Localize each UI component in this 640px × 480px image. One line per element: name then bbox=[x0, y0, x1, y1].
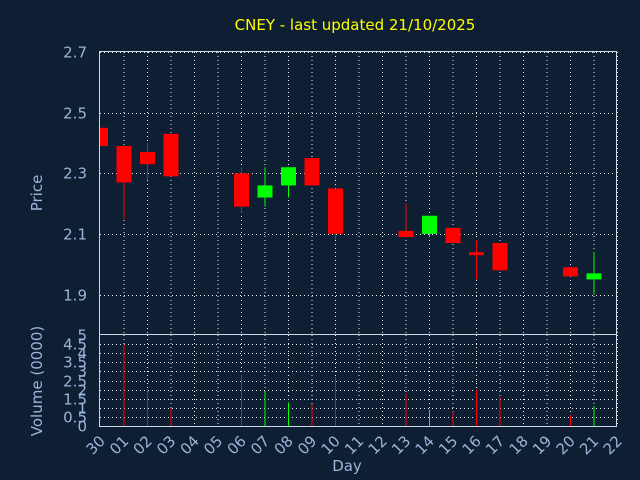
candle-body bbox=[140, 152, 155, 165]
price-candles bbox=[100, 127, 602, 295]
day-tick-label: 20 bbox=[553, 432, 579, 458]
day-tick-label: 18 bbox=[506, 432, 532, 458]
volume-bars bbox=[123, 344, 595, 426]
day-tick-label: 10 bbox=[318, 432, 344, 458]
price-panel-frame bbox=[99, 51, 617, 335]
day-tick-label: 14 bbox=[412, 432, 438, 458]
day-tick-label: 21 bbox=[576, 432, 602, 458]
candle-body bbox=[586, 273, 602, 280]
day-tick-label: 02 bbox=[130, 432, 156, 458]
candle-body bbox=[422, 215, 437, 234]
day-tick-label: 05 bbox=[200, 432, 226, 458]
candle-body bbox=[304, 158, 320, 186]
candle-body bbox=[469, 252, 484, 256]
volume-axis-ticks: 54.543.532.521.510.50 bbox=[63, 327, 87, 436]
volume-tick-label: 3.5 bbox=[63, 354, 87, 372]
volume-tick-label: 0.5 bbox=[63, 409, 87, 427]
day-tick-label: 13 bbox=[388, 432, 414, 458]
volume-tick-label: 2.5 bbox=[63, 373, 87, 391]
day-tick-label: 17 bbox=[482, 432, 508, 458]
day-tick-label: 11 bbox=[341, 432, 367, 458]
volume-tick-label: 5 bbox=[77, 327, 87, 345]
volume-tick-label: 2 bbox=[77, 382, 87, 400]
day-tick-label: 16 bbox=[459, 432, 485, 458]
price-tick-label: 2.7 bbox=[63, 44, 87, 62]
day-tick-label: 06 bbox=[224, 432, 250, 458]
day-tick-label: 09 bbox=[294, 432, 320, 458]
price-axis-ticks: 2.7 2.5 2.3 2.1 1.9 bbox=[63, 44, 87, 305]
candle-body bbox=[328, 188, 343, 234]
volume-tick-label: 1 bbox=[77, 400, 87, 418]
candle-body bbox=[163, 133, 179, 177]
price-tick-label: 2.5 bbox=[63, 105, 87, 123]
price-tick-label: 2.3 bbox=[63, 165, 87, 183]
day-tick-label: 30 bbox=[83, 432, 109, 458]
day-tick-label: 22 bbox=[600, 432, 626, 458]
candle-body bbox=[116, 146, 132, 183]
candle-body bbox=[398, 230, 414, 237]
candle-body bbox=[257, 185, 273, 198]
day-tick-label: 08 bbox=[271, 432, 297, 458]
day-tick-label: 01 bbox=[106, 432, 132, 458]
volume-panel-frame bbox=[99, 334, 617, 427]
day-tick-label: 12 bbox=[365, 432, 391, 458]
day-tick-label: 19 bbox=[529, 432, 555, 458]
day-tick-label: 03 bbox=[153, 432, 179, 458]
day-axis-ticks: 3001020304050607080910111213141516171819… bbox=[83, 432, 626, 458]
candle-body bbox=[445, 227, 461, 244]
day-tick-label: 15 bbox=[435, 432, 461, 458]
day-axis-label: Day bbox=[332, 457, 362, 475]
price-axis-label: Price bbox=[28, 175, 46, 212]
volume-tick-label: 3 bbox=[77, 363, 87, 381]
chart-title: CNEY - last updated 21/10/2025 bbox=[235, 16, 476, 34]
volume-tick-label: 1.5 bbox=[63, 391, 87, 409]
candle-body bbox=[281, 167, 296, 186]
volume-tick-label: 0 bbox=[77, 418, 87, 436]
price-tick-label: 1.9 bbox=[63, 287, 87, 305]
day-tick-label: 04 bbox=[177, 432, 203, 458]
volume-tick-label: 4.5 bbox=[63, 336, 87, 354]
volume-tick-label: 4 bbox=[77, 345, 87, 363]
candle-body bbox=[100, 127, 108, 146]
price-tick-label: 2.1 bbox=[63, 226, 87, 244]
candle-body bbox=[563, 267, 578, 277]
volume-axis-label: Volume (0000) bbox=[28, 326, 46, 436]
candle-body bbox=[492, 243, 508, 271]
candle-body bbox=[234, 173, 249, 207]
day-tick-label: 07 bbox=[247, 432, 273, 458]
